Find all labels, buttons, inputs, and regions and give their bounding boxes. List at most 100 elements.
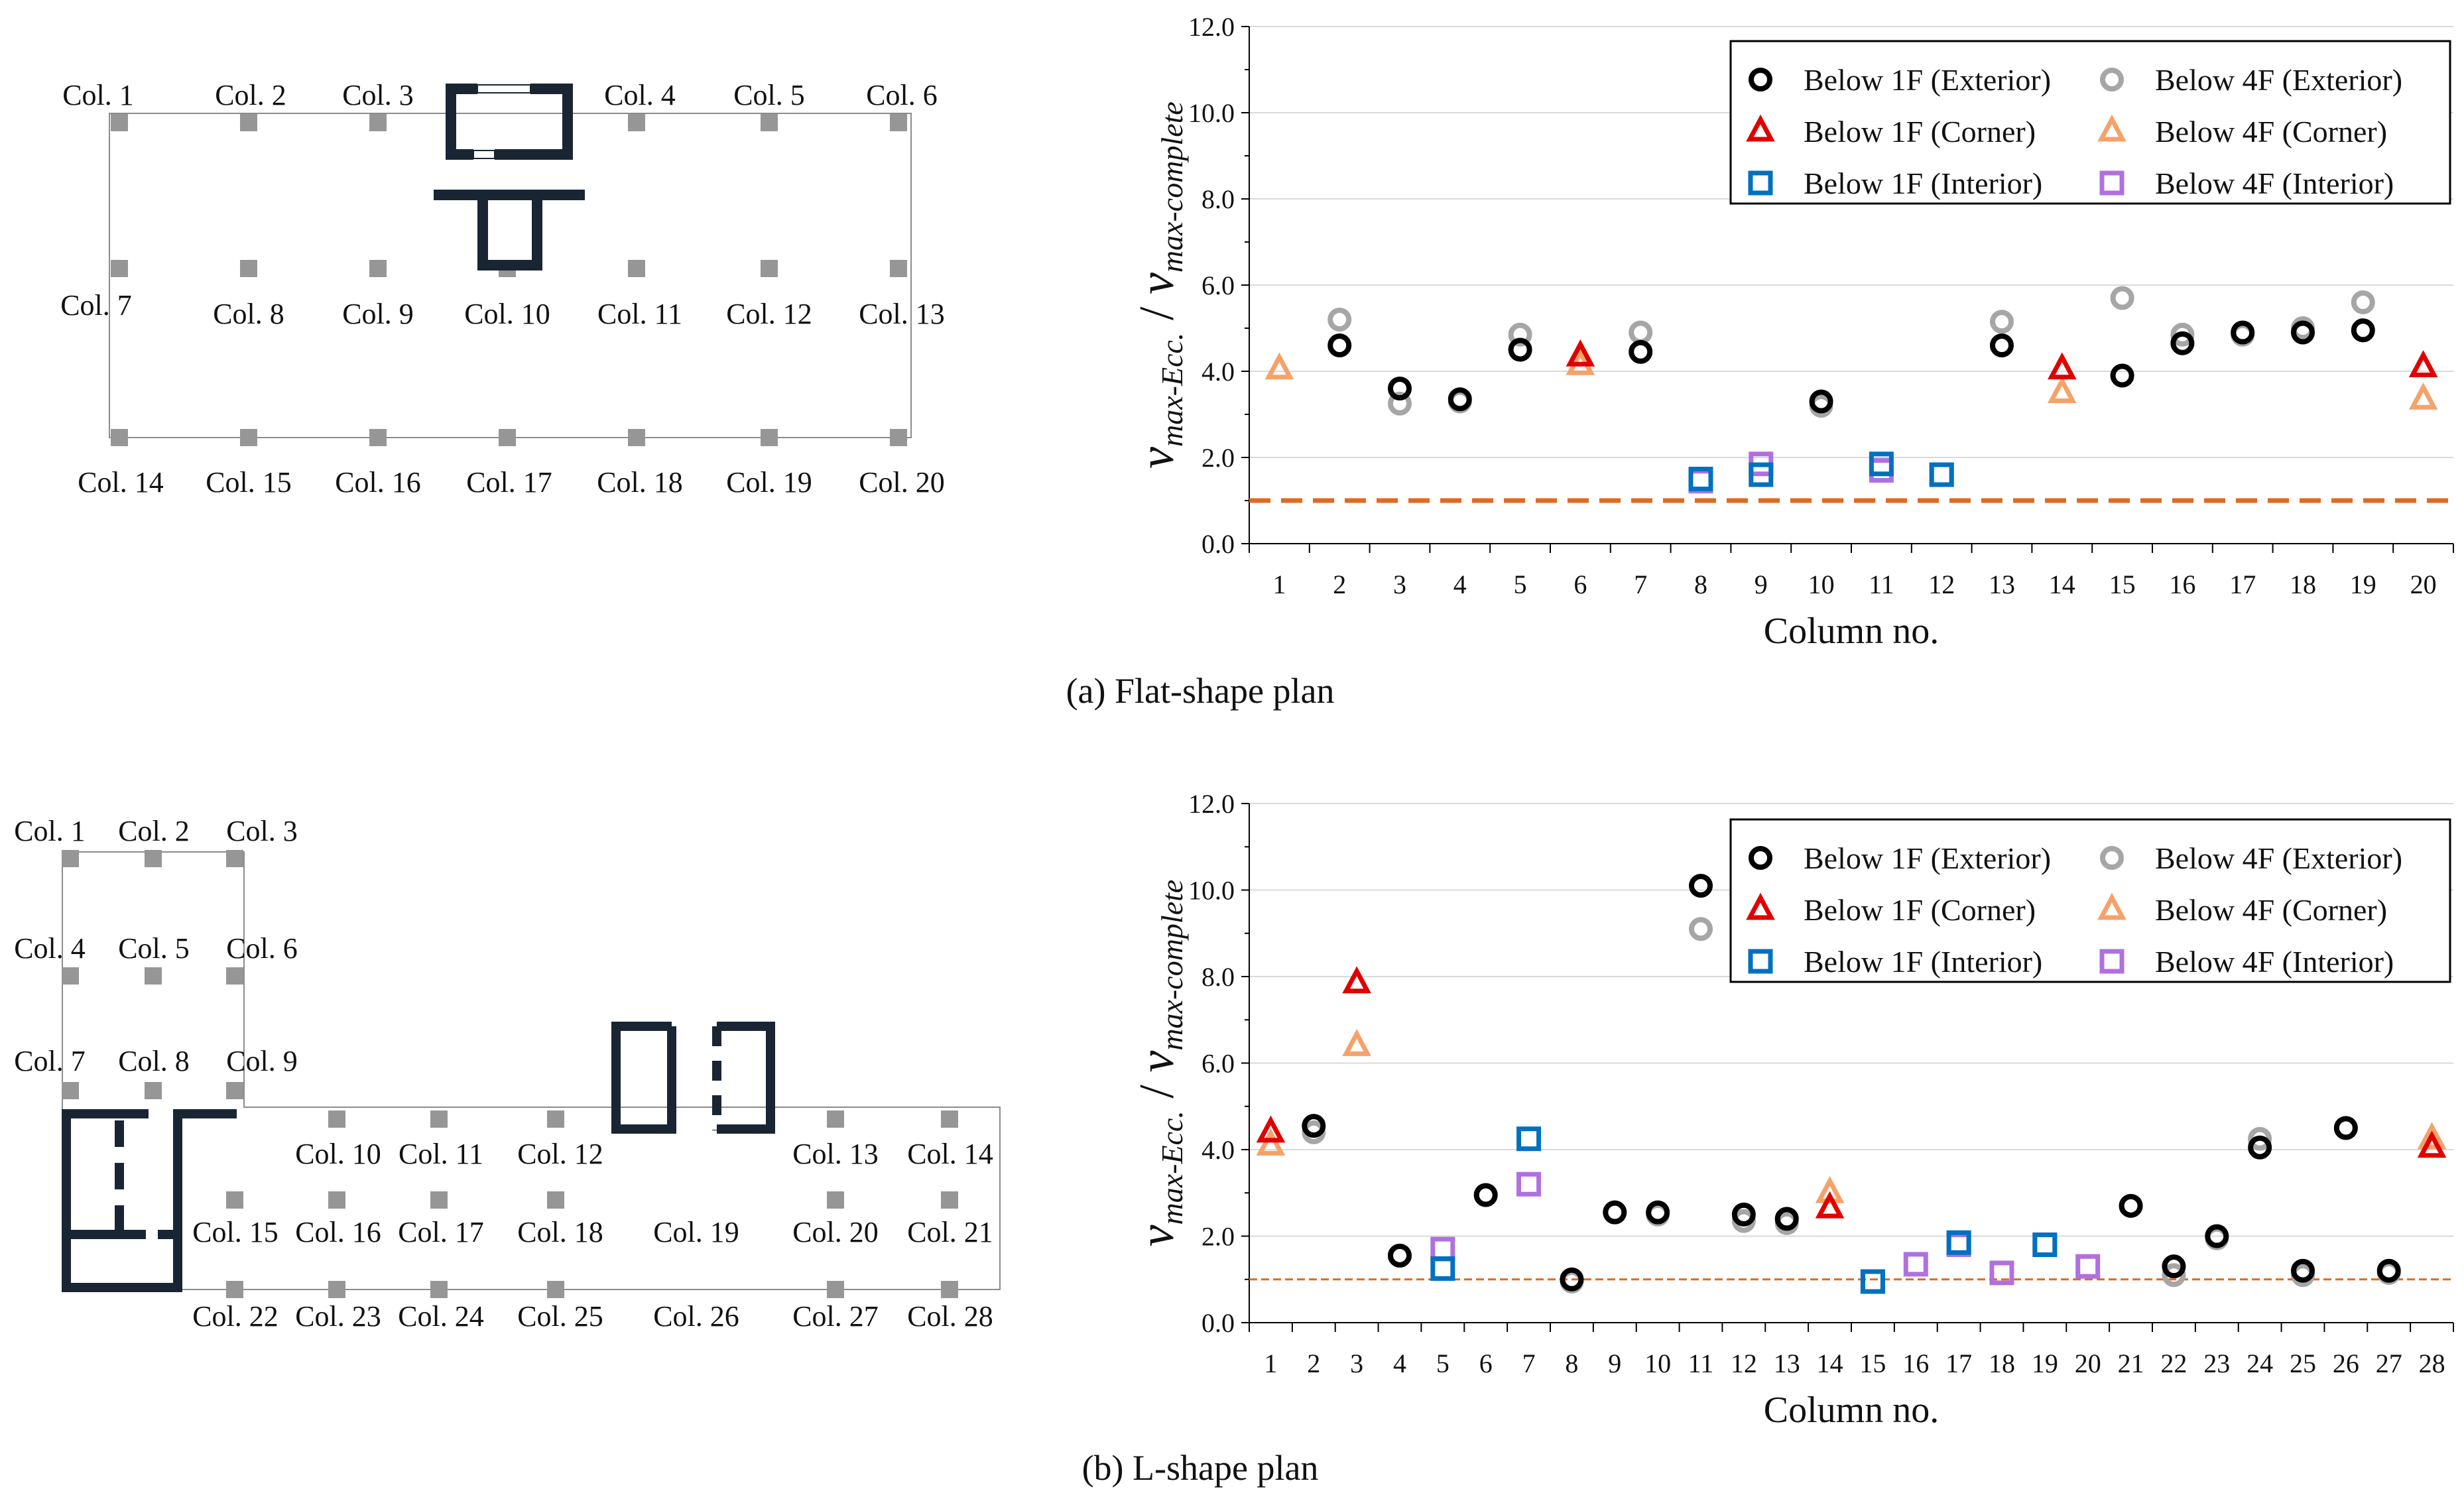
plan-column-10	[328, 1110, 345, 1128]
chart-lshape: 0.02.04.06.08.010.012.01 2 3 4 5 6 7 8 9 10 11 12 13…	[1130, 789, 2454, 1431]
data-point	[1869, 458, 1894, 483]
flat-plan-labels: Col. 1 Col. 2 Col. 3 Col. 4 Col. 5 Col. 6 Col.…	[60, 79, 945, 499]
plan-column-13	[890, 260, 907, 277]
lshape-plan-drawing: Col. 1 Col. 2 Col. 3 Col. 4 Col. 5 Col. 6 Col.…	[14, 815, 1001, 1333]
data-point	[1448, 387, 1472, 412]
plan-column-20	[890, 429, 907, 446]
x-tick-label: 13	[1989, 570, 2015, 599]
plan-column-11	[628, 260, 645, 277]
x-tick-label: 1	[1264, 1349, 1277, 1378]
y-tick-label: 8.0	[1201, 184, 1235, 214]
chart-flat: 0.02.04.06.08.010.012.01 2 3 4 5 6 7 8 9 10 11 12 13…	[1130, 12, 2454, 652]
x-tick-label: 19	[2032, 1349, 2058, 1378]
x-tick-label: 25	[2290, 1349, 2316, 1378]
data-point	[2417, 1122, 2447, 1150]
x-tick-label: 22	[2160, 1349, 2187, 1378]
legend-marker	[2099, 170, 2125, 196]
x-tick-label: 18	[2290, 570, 2316, 599]
data-point	[1430, 1256, 1455, 1281]
right-core-left-box	[611, 1022, 676, 1134]
plan-column-28	[941, 1281, 958, 1298]
x-tick-label: 6	[1479, 1349, 1493, 1378]
data-point	[1731, 1202, 1756, 1227]
data-point	[1560, 1267, 1584, 1291]
chart-flat-legend: Below 1F (Exterior) Below 4F (Exterior) Be…	[1729, 40, 2451, 205]
caption-flat: (a) Flat-shape plan	[1066, 671, 1335, 711]
plan-col-label-4: Col. 4	[604, 79, 676, 111]
x-tick-label: 11	[1869, 570, 1894, 599]
y-tick-label: 2.0	[1201, 443, 1235, 473]
plan-column-6	[890, 114, 907, 131]
data-point	[2119, 1193, 2143, 1218]
y-tick-label: 12.0	[1188, 12, 1235, 42]
x-tick-label: 11	[1688, 1349, 1714, 1378]
y-tick-label: 12.0	[1188, 789, 1235, 819]
legend-label: Below 1F (Exterior)	[1804, 63, 2051, 97]
x-tick-label: 9	[1755, 570, 1768, 599]
y-tick-label: 2.0	[1201, 1222, 1235, 1252]
data-point	[1689, 873, 1713, 898]
plan-col-label-17: Col. 17	[466, 466, 552, 499]
plan-column-19	[761, 429, 778, 446]
plan-col-label-7: Col. 7	[14, 1045, 86, 1077]
y-axis-title-part: v	[1130, 1225, 1184, 1246]
x-tick-label: 13	[1774, 1349, 1800, 1378]
plan-col-label-24: Col. 24	[398, 1300, 484, 1333]
plan-column-1	[111, 114, 128, 131]
flat-plan-columns	[111, 114, 907, 446]
data-point	[1508, 322, 1532, 347]
y-axis-title-part: v	[1130, 1051, 1184, 1073]
legend-label: Below 1F (Interior)	[1804, 945, 2042, 979]
data-point	[1264, 352, 1294, 380]
data-point	[1990, 310, 2014, 334]
plan-column-14	[111, 429, 128, 446]
plan-col-label-3: Col. 3	[226, 815, 298, 847]
legend-marker	[1749, 846, 1772, 870]
data-point	[1388, 1243, 1412, 1268]
x-tick-label: 4	[1453, 570, 1467, 599]
plan-col-label-13: Col. 13	[859, 298, 945, 330]
plan-column-18	[547, 1191, 564, 1209]
plan-col-label-6: Col. 6	[866, 79, 938, 111]
left-core-outer	[62, 1109, 237, 1292]
plan-column-25	[547, 1281, 564, 1298]
data-point	[1946, 1230, 1971, 1255]
x-tick-label: 19	[2350, 570, 2376, 599]
y-axis-title-part: v	[1130, 447, 1184, 469]
data-point	[1990, 333, 2014, 357]
plan-column-4	[628, 114, 645, 131]
data-point	[2110, 363, 2134, 388]
chart-flat-plot-area: 0.02.04.06.08.010.012.01 2 3 4 5 6 7 8 9 10 11 12 13…	[1130, 12, 2454, 652]
y-tick-label: 0.0	[1201, 1308, 1235, 1338]
y-axis-title-part: max-Ecc.	[1155, 1110, 1189, 1225]
plan-col-label-19: Col. 19	[726, 466, 812, 499]
x-tick-label: 16	[2169, 570, 2195, 599]
data-point	[2162, 1254, 2186, 1279]
data-point	[2110, 286, 2134, 310]
plan-col-label-14: Col. 14	[907, 1138, 993, 1170]
data-point	[1774, 1207, 1799, 1231]
y-axis-title-part: max-Ecc.	[1155, 333, 1189, 447]
core-wall-u	[477, 195, 542, 270]
data-point	[2170, 331, 2195, 355]
legend-box	[1729, 40, 2451, 205]
data-point	[1688, 467, 1713, 491]
data-point	[1256, 1128, 1286, 1156]
data-point	[1508, 337, 1532, 362]
y-tick-label: 10.0	[1188, 876, 1235, 906]
core-opening-top	[477, 84, 531, 93]
legend-label: Below 4F (Interior)	[2155, 945, 2394, 979]
plan-column-5	[145, 967, 162, 985]
legend-marker	[1749, 68, 1772, 91]
legend-label: Below 4F (Corner)	[2155, 893, 2387, 927]
plan-col-label-3: Col. 3	[342, 79, 414, 111]
legend-label: Below 4F (Exterior)	[2155, 841, 2402, 875]
x-axis-title: Column no.	[1764, 1390, 1939, 1431]
data-point	[2075, 1254, 2101, 1279]
plan-col-label-12: Col. 12	[517, 1138, 603, 1170]
legend-marker	[1746, 114, 1775, 142]
data-point	[1430, 1236, 1455, 1262]
plan-col-label-6: Col. 6	[226, 932, 298, 965]
data-point	[1689, 917, 1713, 941]
x-tick-label: 17	[2229, 570, 2256, 599]
